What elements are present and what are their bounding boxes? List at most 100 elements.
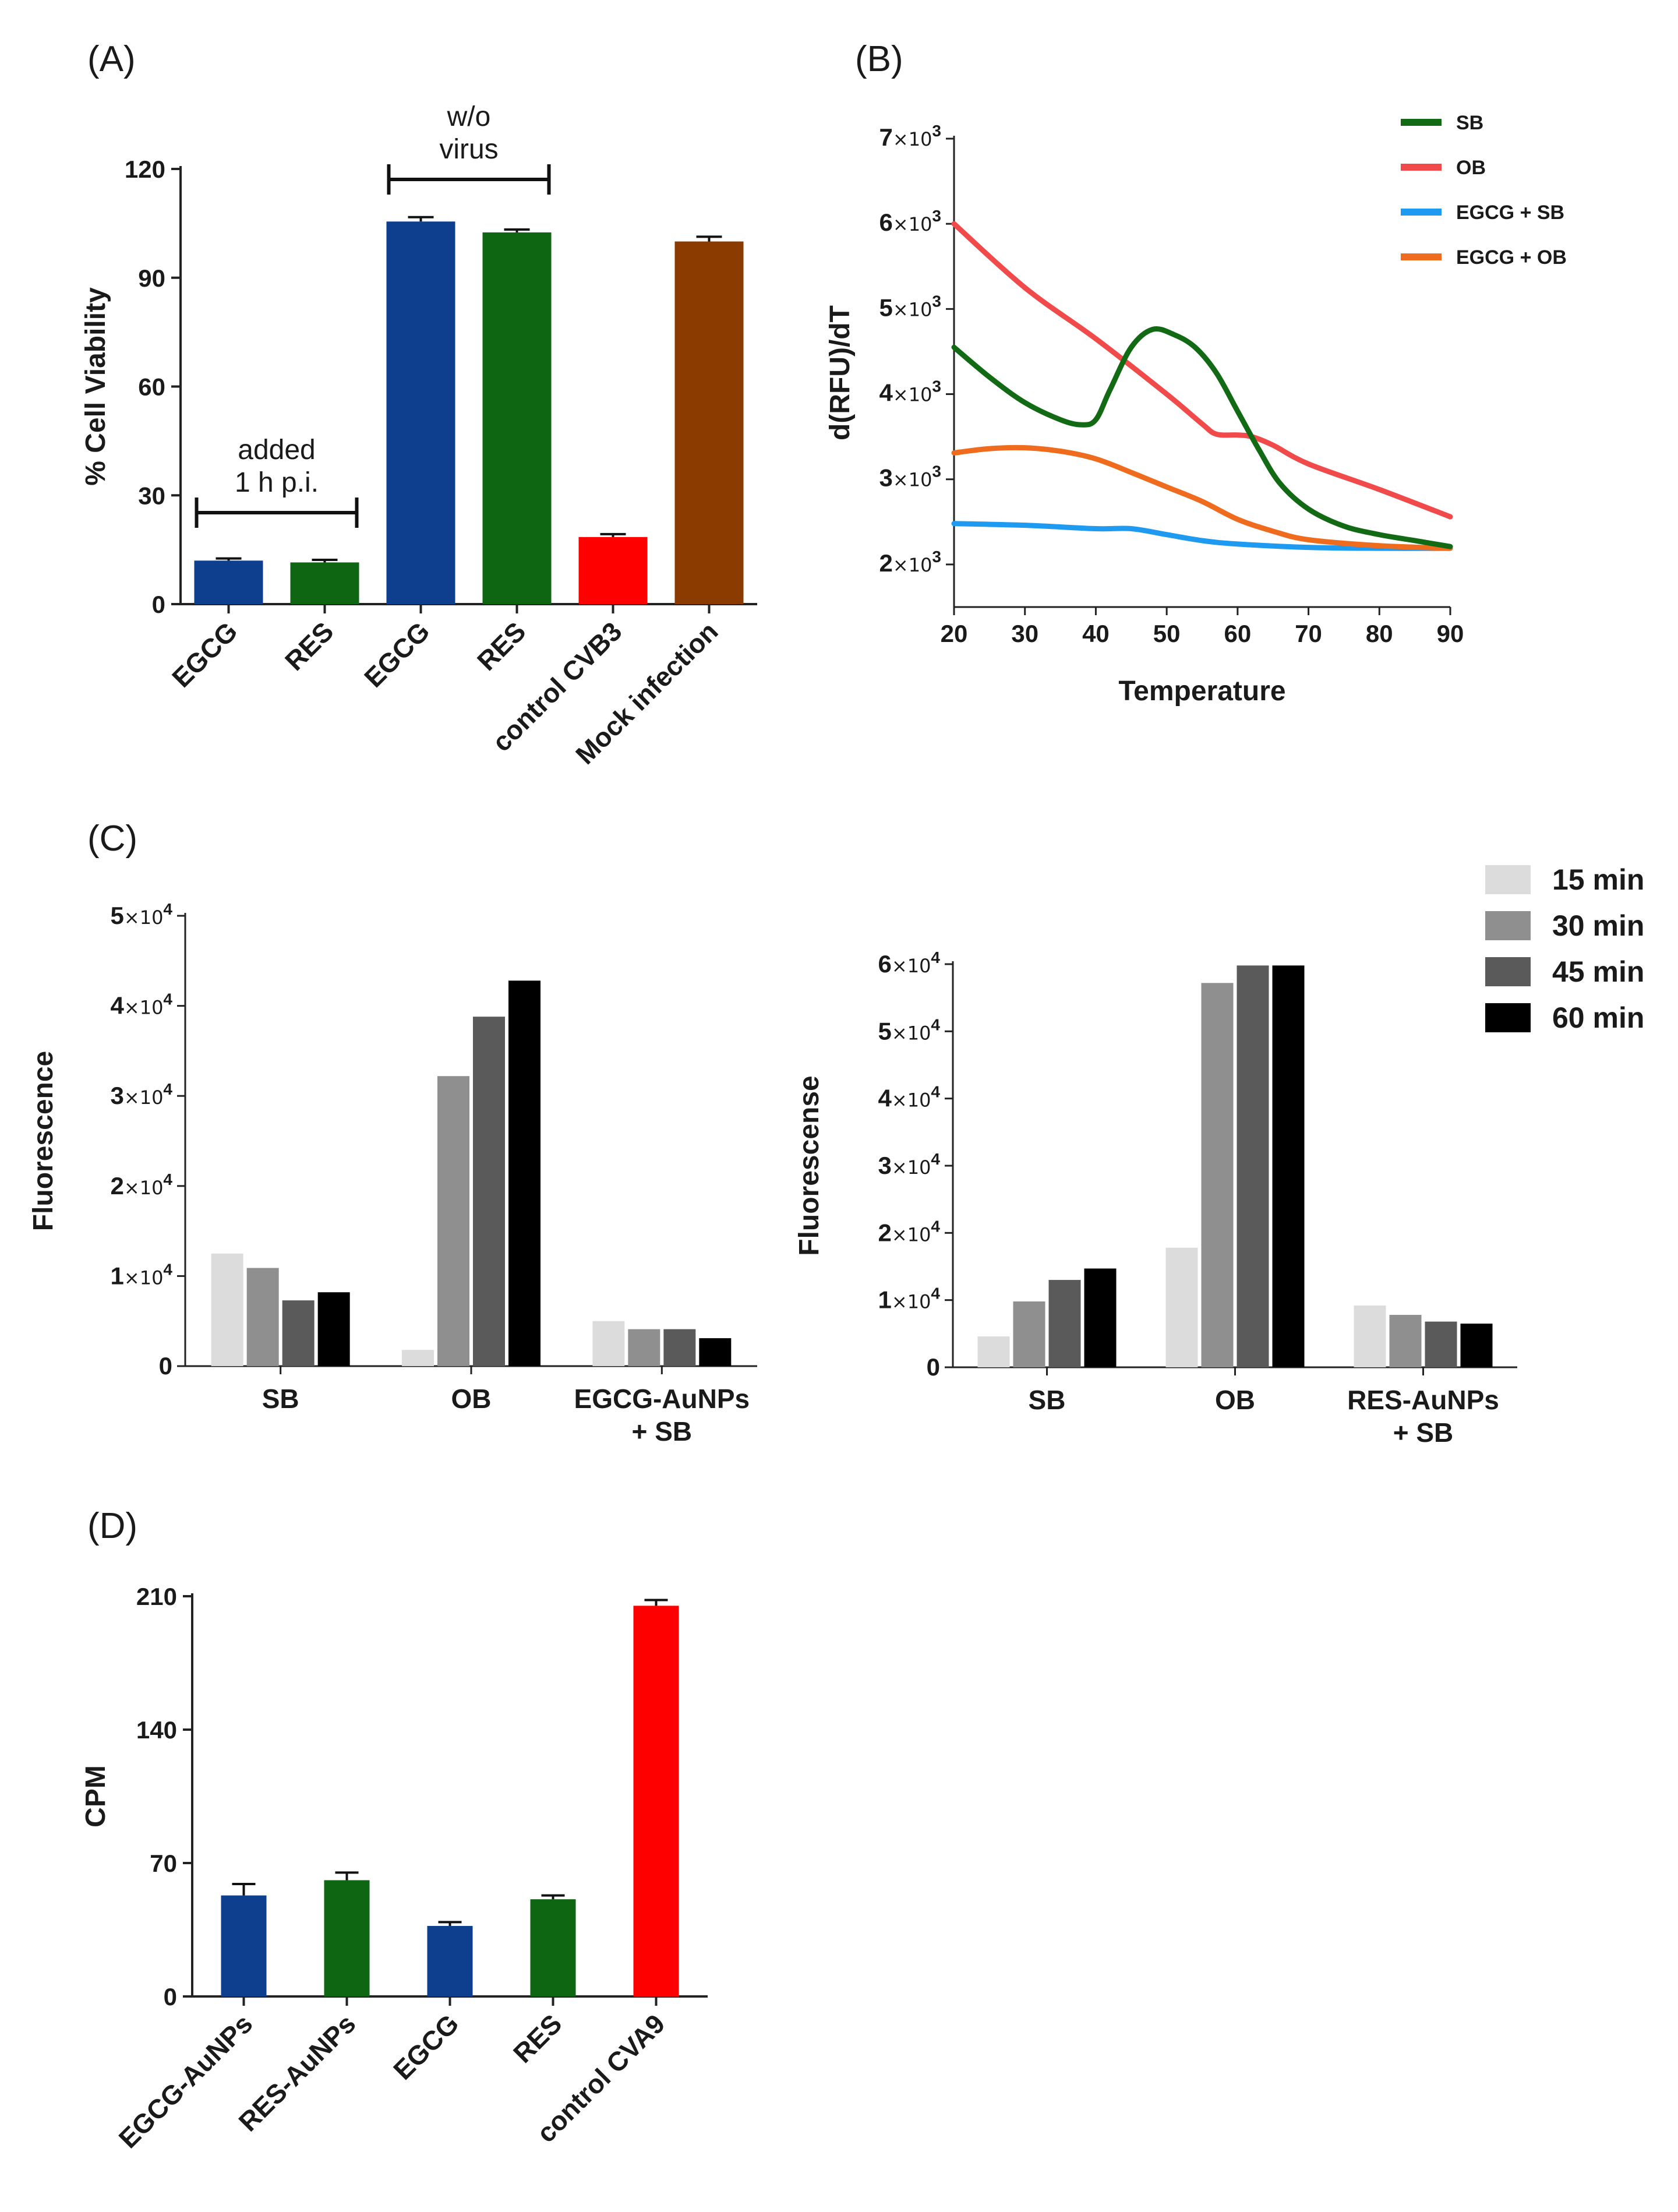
panel-b-legend-label: SB xyxy=(1456,112,1483,134)
panel-b-x-tick-label: 80 xyxy=(1366,620,1393,647)
panel-a-x-category: EGCG xyxy=(358,616,436,693)
panel-c-left-bar xyxy=(402,1350,434,1366)
panel-b-legend-label: OB xyxy=(1456,157,1486,179)
panel-b-x-tick-label: 30 xyxy=(1011,620,1038,647)
panel-d-x-category: EGCG-AuNPs xyxy=(113,2008,259,2154)
panel-b-x-tick-label: 40 xyxy=(1082,620,1110,647)
panel-d-y-tick-label: 0 xyxy=(164,1983,177,2010)
panel-c-left-bar xyxy=(246,1268,279,1366)
panel-c-legend-label: 45 min xyxy=(1552,955,1644,988)
panel-c-right-bar xyxy=(1354,1305,1386,1367)
panel-c-right-bar xyxy=(1013,1301,1045,1367)
panel-b-y-tick-label: 2×103 xyxy=(879,548,941,577)
panel-b-y-label: d(RFU)/dT xyxy=(825,305,856,440)
panel-c-legend-swatch xyxy=(1485,1003,1531,1032)
panel-d-y-tick-label: 210 xyxy=(136,1583,177,1610)
panel-b-series-line-egcg-ob xyxy=(951,444,1453,551)
panel-c-left-bar xyxy=(473,1017,505,1366)
panel-b-chart: 2×103 3×103 4×103 5×103 6×103 7×103 20 30 40 50 60… xyxy=(825,112,1567,707)
panel-c-left-bar xyxy=(592,1321,625,1366)
panel-c-legend-label: 15 min xyxy=(1552,863,1644,896)
panel-a-annotation: added xyxy=(238,435,315,465)
panel-c-right-bar xyxy=(1272,965,1305,1367)
panel-a-x-category: RES xyxy=(471,616,532,676)
panel-c-right-bar xyxy=(1237,965,1269,1367)
panel-c-right-bar xyxy=(1460,1324,1493,1367)
panel-c-left-y-tick-label: 1×104 xyxy=(111,1260,173,1289)
panel-a-x-category: RES xyxy=(279,616,340,676)
panel-b-x-tick-label: 20 xyxy=(941,620,968,647)
panel-a-y-tick-label: 60 xyxy=(138,373,165,401)
panel-a-annotation: 1 h p.i. xyxy=(235,467,319,498)
panel-a-y-tick-label: 120 xyxy=(125,156,165,183)
panel-c-left-bar xyxy=(699,1338,732,1366)
panel-c-right-bar xyxy=(1048,1280,1081,1367)
panel-d-bar xyxy=(633,1606,679,1996)
panel-c-legend-swatch xyxy=(1485,957,1531,986)
panel-a-bar xyxy=(578,537,648,604)
panel-c-right-bar xyxy=(1389,1315,1422,1367)
panel-c-left-bar xyxy=(437,1076,469,1366)
panel-c-right-chart: 0 1×104 2×104 3×104 4×104 5×104 6×104 Fluoresce… xyxy=(794,948,1517,1448)
panel-b-y-tick-label: 5×103 xyxy=(879,292,941,321)
panel-b-x-tick-label: 70 xyxy=(1295,620,1322,647)
panel-c-letter: (C) xyxy=(87,819,137,859)
panel-a-letter: (A) xyxy=(87,39,136,79)
panel-c-legend-swatch xyxy=(1485,911,1531,940)
panel-c-right-x-category: RES-AuNPs xyxy=(1347,1385,1499,1415)
panel-a-chart: 0 30 60 90 120 % Cell Viability EGCG RES EGCG RES… xyxy=(80,101,757,770)
panel-a-x-category: EGCG xyxy=(166,616,243,693)
panel-c-right-y-tick-label: 6×104 xyxy=(878,948,941,978)
panel-c-right-y-tick-label: 4×104 xyxy=(878,1083,941,1112)
panel-a-bar xyxy=(386,221,455,604)
panel-c-left-bar xyxy=(663,1329,696,1366)
panel-c-left-chart: 0 1×104 2×104 3×104 4×104 5×104 Fluorescence SB… xyxy=(28,900,757,1447)
panel-b-x-tick-label: 60 xyxy=(1224,620,1251,647)
panel-c-right-x-category: + SB xyxy=(1393,1417,1454,1448)
panel-c-left-x-category: + SB xyxy=(632,1416,693,1447)
panel-a-y-tick-label: 30 xyxy=(138,482,165,509)
panel-c-left-bar xyxy=(317,1292,350,1366)
panel-c-left-bar xyxy=(211,1253,243,1366)
panel-c-legend-label: 60 min xyxy=(1552,1001,1644,1034)
panel-b-series-line-egcg-sb xyxy=(951,521,1453,551)
panel-c-right-y-label: Fluorescense xyxy=(794,1075,825,1255)
panel-c-right-y-tick-label: 0 xyxy=(927,1353,940,1381)
panel-a-y-tick-label: 90 xyxy=(138,264,165,292)
panel-d-y-label: CPM xyxy=(80,1765,111,1828)
panel-c-left-bar xyxy=(282,1300,315,1366)
panel-c-right-bar xyxy=(1084,1268,1117,1367)
panel-a-bar xyxy=(482,232,552,604)
panel-c-right-y-tick-label: 5×104 xyxy=(878,1015,941,1045)
panel-b-series-line-sb xyxy=(951,326,1453,549)
panel-c-left-y-tick-label: 2×104 xyxy=(111,1170,173,1200)
panel-d-x-category: EGCG xyxy=(387,2008,465,2086)
panel-a-y-tick-label: 0 xyxy=(152,591,165,618)
panel-b-y-tick-label: 4×103 xyxy=(879,378,941,407)
panel-c-left-y-tick-label: 3×104 xyxy=(111,1080,173,1109)
panel-b-y-tick-label: 6×103 xyxy=(879,207,941,236)
panel-c-right-bar xyxy=(1201,983,1234,1367)
panel-c-legend-label: 30 min xyxy=(1552,909,1644,942)
panel-b-series-line-ob xyxy=(951,221,1453,520)
panel-c-left-y-label: Fluorescence xyxy=(28,1051,59,1231)
panel-a-annotation: w/o xyxy=(447,101,491,132)
panel-b-letter: (B) xyxy=(855,39,903,79)
panel-c-left-y-tick-label: 4×104 xyxy=(111,990,173,1019)
panel-c-legend-swatch xyxy=(1485,865,1531,894)
panel-b-x-tick-label: 50 xyxy=(1153,620,1181,647)
panel-c-right-y-tick-label: 2×104 xyxy=(878,1217,941,1246)
panel-c-right-y-tick-label: 1×104 xyxy=(878,1285,941,1314)
panel-c-left-bar xyxy=(628,1329,660,1366)
panel-b-y-tick-label: 3×103 xyxy=(879,463,941,492)
panel-d-x-category: RES xyxy=(507,2008,568,2069)
panel-c-right-bar xyxy=(1425,1321,1457,1367)
panel-d-bar xyxy=(530,1899,576,1996)
panel-b-legend-label: EGCG + SB xyxy=(1456,202,1564,224)
panel-d-y-tick-label: 70 xyxy=(150,1850,177,1877)
panel-d-bar xyxy=(221,1895,267,1996)
panel-b-legend-label: EGCG + OB xyxy=(1456,246,1567,269)
panel-b-y-tick-label: 7×103 xyxy=(879,122,941,151)
